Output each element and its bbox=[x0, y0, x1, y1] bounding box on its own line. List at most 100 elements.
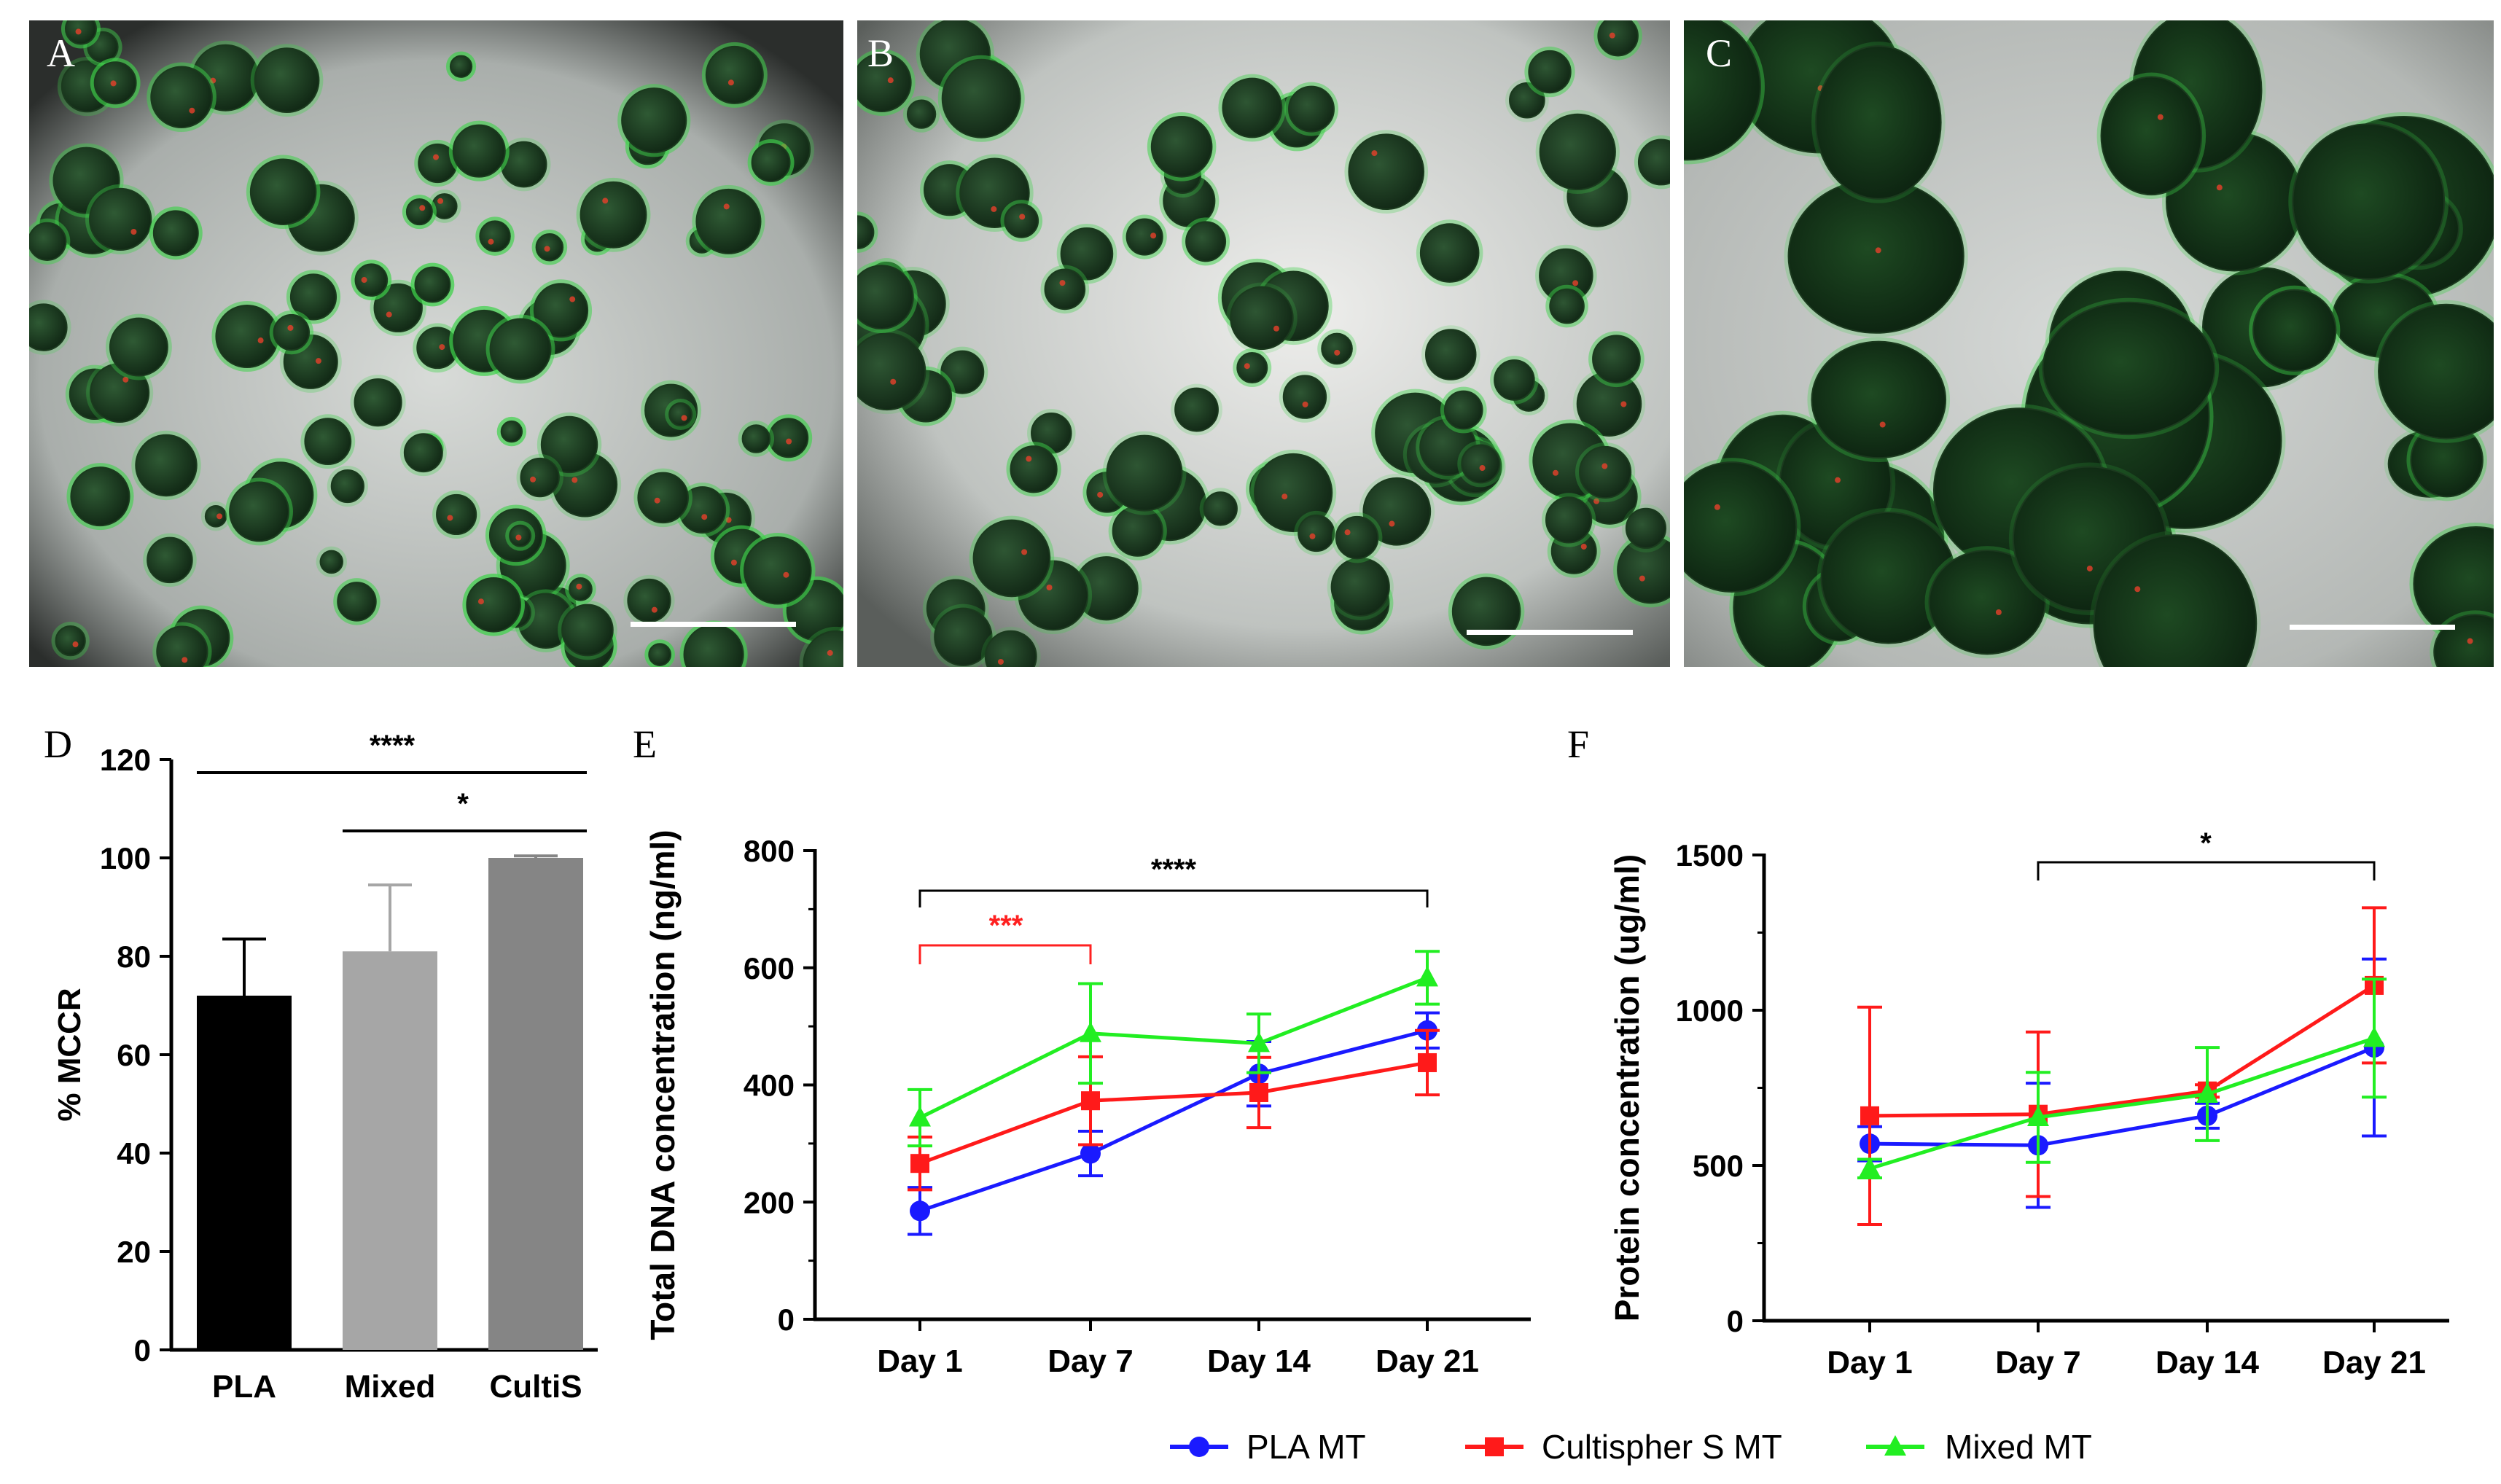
dead-cell-dot bbox=[437, 198, 444, 204]
microcarrier bbox=[569, 577, 593, 601]
microcarrier bbox=[1811, 340, 1947, 459]
dead-cell-dot bbox=[386, 311, 392, 318]
y-tick-label: 40 bbox=[117, 1136, 151, 1171]
microcarrier bbox=[150, 66, 213, 129]
microcarrier bbox=[857, 332, 926, 411]
microcarrier bbox=[934, 607, 993, 667]
panel-label-a: A bbox=[47, 31, 75, 75]
microscopy-image-a bbox=[29, 20, 843, 667]
bar bbox=[488, 858, 583, 1350]
microcarrier bbox=[29, 303, 68, 351]
data-point bbox=[2196, 1082, 2218, 1104]
dead-cell-dot bbox=[315, 358, 321, 364]
dead-cell-dot bbox=[72, 641, 79, 648]
microcarrier bbox=[1298, 514, 1335, 552]
dead-cell-dot bbox=[257, 337, 264, 344]
legend-label: Mixed MT bbox=[1945, 1428, 2092, 1466]
significance-label: *** bbox=[989, 910, 1023, 942]
significance-label: * bbox=[2200, 827, 2212, 859]
x-tick-label: PLA bbox=[212, 1369, 276, 1405]
dead-cell-dot bbox=[569, 296, 576, 302]
data-point bbox=[1860, 1106, 1879, 1125]
dead-cell-dot bbox=[1150, 233, 1157, 239]
data-point bbox=[910, 1200, 930, 1222]
dead-cell-dot bbox=[439, 344, 445, 351]
series-line bbox=[1869, 1036, 2375, 1171]
dead-cell-dot bbox=[1334, 349, 1341, 356]
data-point bbox=[1249, 1082, 1268, 1102]
dead-cell-dot bbox=[216, 513, 223, 520]
microcarrier bbox=[1539, 113, 1616, 191]
series-line bbox=[1869, 983, 2376, 1118]
significance-bracket bbox=[2037, 861, 2376, 880]
microcarrier bbox=[466, 577, 521, 633]
dead-cell-dot bbox=[730, 559, 737, 566]
y-tick-label: 0 bbox=[1727, 1304, 1744, 1338]
series-line bbox=[919, 1061, 1428, 1165]
dead-cell-dot bbox=[1714, 504, 1720, 510]
dead-cell-dot bbox=[1879, 421, 1886, 428]
microcarrier bbox=[289, 273, 338, 321]
dead-cell-dot bbox=[1835, 477, 1841, 483]
microcarrier bbox=[1815, 45, 1942, 200]
y-tick-label: 1000 bbox=[1676, 993, 1744, 1028]
microscopy-image-b bbox=[857, 20, 1670, 667]
microcarrier bbox=[1509, 82, 1545, 119]
microcarrier bbox=[89, 187, 152, 251]
dead-cell-dot bbox=[182, 657, 188, 663]
microcarrier bbox=[273, 313, 311, 351]
microcarrier bbox=[1348, 133, 1425, 210]
data-point bbox=[1081, 1091, 1100, 1111]
x-tick-label: Day 7 bbox=[1995, 1345, 2080, 1380]
dead-cell-dot bbox=[654, 497, 660, 504]
microcarrier bbox=[55, 625, 86, 657]
y-tick-label: 0 bbox=[134, 1333, 151, 1367]
y-axis-label: Total DNA concentration (ng/ml) bbox=[644, 829, 682, 1340]
microcarrier bbox=[972, 519, 1051, 598]
dead-cell-dot bbox=[189, 107, 195, 114]
y-tick-label: 20 bbox=[117, 1235, 151, 1269]
y-tick-label: 800 bbox=[744, 834, 795, 868]
microcarrier bbox=[354, 378, 402, 427]
data-point bbox=[2027, 1105, 2049, 1126]
significance-label: * bbox=[457, 788, 469, 820]
data-point bbox=[909, 1106, 931, 1127]
microcarrier bbox=[1461, 444, 1501, 484]
microcarrier bbox=[1236, 352, 1268, 383]
microcarrier bbox=[2252, 289, 2337, 372]
significance-label: **** bbox=[1151, 854, 1197, 886]
x-tick-label: Day 7 bbox=[1047, 1343, 1133, 1379]
x-tick-label: CultiS bbox=[489, 1369, 582, 1405]
y-axis-label: % MCCR bbox=[52, 988, 87, 1121]
microcarrier bbox=[1010, 445, 1058, 493]
dead-cell-dot bbox=[488, 238, 494, 245]
microcarrier bbox=[1288, 85, 1335, 133]
dead-cell-dot bbox=[544, 246, 550, 252]
dead-cell-dot bbox=[110, 80, 117, 87]
microcarrier bbox=[1254, 453, 1333, 533]
dead-cell-dot bbox=[2467, 638, 2473, 644]
microcarrier bbox=[29, 222, 67, 261]
microcarrier bbox=[2100, 76, 2203, 196]
dead-cell-dot bbox=[530, 476, 537, 483]
data-point bbox=[2363, 1026, 2385, 1047]
dead-cell-dot bbox=[1021, 549, 1028, 555]
data-point bbox=[910, 1154, 929, 1173]
y-tick-label: 80 bbox=[117, 940, 151, 974]
dead-cell-dot bbox=[1244, 363, 1250, 370]
dead-cell-dot bbox=[477, 598, 484, 605]
microcarrier bbox=[109, 317, 168, 377]
microcarrier bbox=[479, 220, 511, 252]
dead-cell-dot bbox=[1389, 520, 1395, 527]
dead-cell-dot bbox=[1046, 585, 1053, 591]
dead-cell-dot bbox=[1572, 280, 1579, 286]
chart-e: 0 200 400 600 800 Day 1 Day 7 Day 14 Day 21 Total… bbox=[644, 829, 1531, 1379]
microcarrier bbox=[1044, 268, 1086, 311]
microcarrier bbox=[1443, 390, 1483, 430]
microcarrier bbox=[1060, 227, 1114, 281]
y-tick-label: 0 bbox=[778, 1303, 795, 1337]
dead-cell-dot bbox=[571, 477, 578, 483]
dead-cell-dot bbox=[783, 571, 789, 578]
data-point bbox=[1080, 1021, 1101, 1042]
microcarrier bbox=[414, 266, 451, 303]
